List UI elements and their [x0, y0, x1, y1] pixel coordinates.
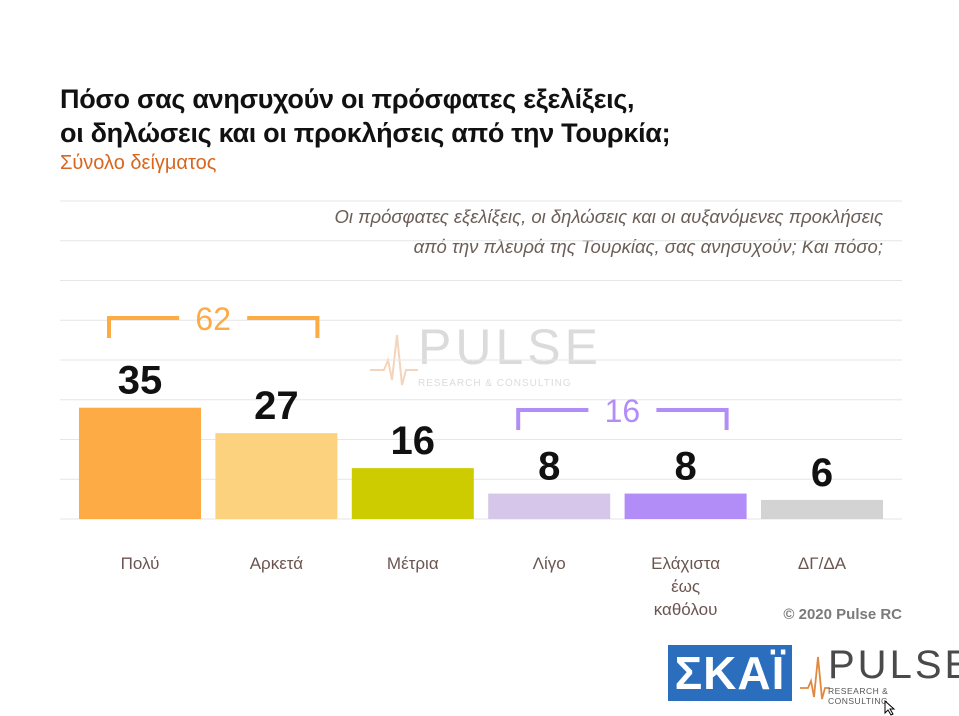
pulse-logo-word: PULSE — [828, 643, 959, 687]
group-bracket-right — [247, 316, 320, 338]
category-label: Πολύ — [121, 554, 160, 573]
bar — [624, 493, 747, 519]
category-label: ΔΓ/ΔΑ — [798, 554, 847, 573]
bar — [488, 493, 611, 519]
skai-logo: ΣΚΑΪ — [668, 645, 792, 701]
pulse-logo: PULSE RESEARCH & CONSULTING — [800, 643, 959, 706]
pulse-heartbeat-icon — [800, 656, 830, 700]
copyright: © 2020 Pulse RC — [783, 606, 902, 623]
watermark-word: PULSE — [418, 319, 602, 375]
heartbeat-icon — [370, 334, 418, 386]
category-label: Ελάχιστα — [651, 554, 720, 573]
group-total-label: 62 — [195, 301, 231, 337]
watermark-sub: RESEARCH & CONSULTING — [418, 378, 572, 389]
category-label: Αρκετά — [250, 554, 304, 573]
bar-value-label: 16 — [391, 419, 436, 463]
group-bracket-left — [107, 316, 180, 338]
group-bracket-left — [516, 408, 589, 430]
bar — [761, 499, 883, 519]
chart-subtitle: Σύνολο δείγματος — [60, 152, 217, 174]
category-label: Λίγο — [533, 554, 566, 573]
bar — [79, 407, 201, 519]
bar-value-label: 27 — [254, 384, 299, 428]
mouse-cursor-icon — [884, 700, 896, 716]
category-label: καθόλου — [654, 600, 718, 619]
pulse-logo-sub: RESEARCH & CONSULTING — [828, 686, 889, 706]
bar-value-label: 8 — [538, 445, 560, 489]
bar — [215, 433, 338, 519]
bar-value-label: 35 — [118, 359, 163, 403]
pulse-watermark: PULSE RESEARCH & CONSULTING — [370, 318, 600, 398]
bar-value-label: 8 — [674, 445, 696, 489]
survey-question-line-1: Οι πρόσφατες εξελίξεις, οι δηλώσεις και … — [334, 206, 883, 227]
chart-title-line-2: οι δηλώσεις και οι προκλήσεις από την Το… — [60, 118, 671, 148]
category-label: έως — [671, 577, 700, 596]
bars: 35 Πολύ 27 Αρκετά 16 Μέτρια 8 Λίγο 8 Ελάχιστα έως κ… — [79, 359, 883, 619]
group-brackets: 62 16 — [107, 301, 729, 430]
bar — [351, 468, 474, 519]
bar-value-label: 6 — [811, 451, 833, 495]
category-label: Μέτρια — [387, 554, 439, 573]
chart-title-line-1: Πόσο σας ανησυχούν οι πρόσφατες εξελίξει… — [60, 84, 635, 114]
group-bracket-right — [656, 408, 729, 430]
chart-title: Πόσο σας ανησυχούν οι πρόσφατες εξελίξει… — [60, 82, 671, 150]
group-total-label: 16 — [605, 393, 641, 429]
